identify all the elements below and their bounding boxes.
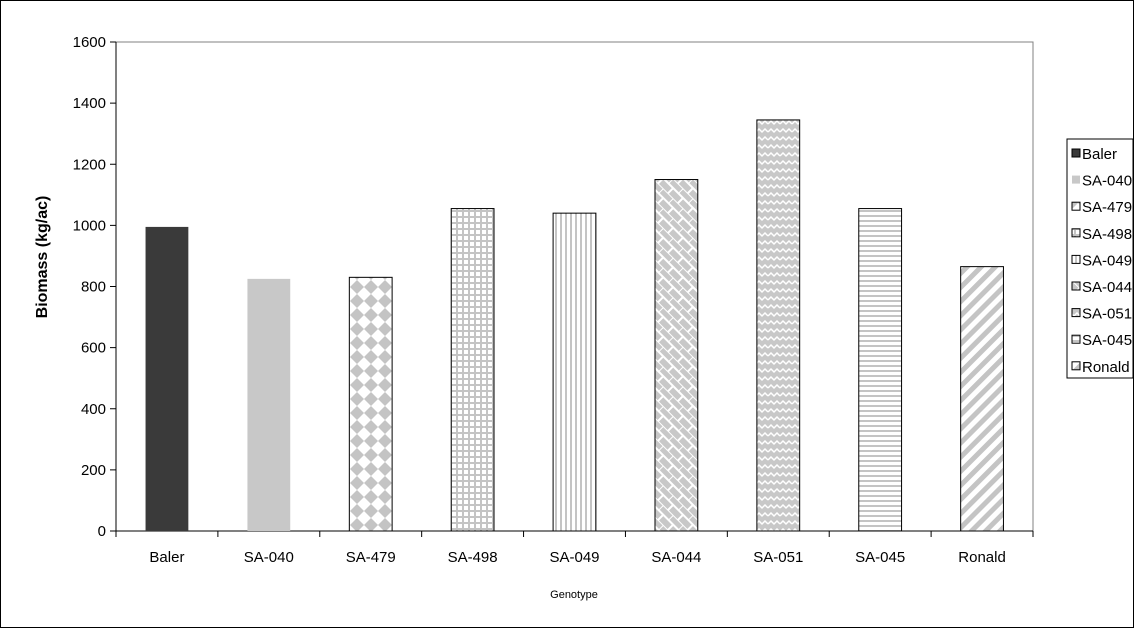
x-tick-label: SA-051 bbox=[753, 549, 803, 566]
y-tick-label: 1400 bbox=[73, 95, 106, 112]
x-tick-label: Baler bbox=[149, 549, 184, 566]
legend-entry: SA-044 bbox=[1082, 279, 1132, 296]
y-tick-label: 800 bbox=[81, 279, 106, 296]
legend-swatch bbox=[1071, 334, 1081, 344]
legend-swatch bbox=[1072, 175, 1080, 184]
legend-entry: SA-049 bbox=[1082, 252, 1132, 269]
x-tick-label: SA-045 bbox=[855, 549, 905, 566]
x-axis: Baler SA-040 SA-479 SA-498 SA-049 SA-044 SA-05… bbox=[115, 530, 1034, 566]
y-tick-label: 1200 bbox=[73, 156, 106, 173]
legend-entry: SA-498 bbox=[1082, 226, 1132, 243]
bar-sa-479 bbox=[348, 276, 393, 532]
x-tick-label: Ronald bbox=[958, 549, 1006, 566]
y-tick-label: 400 bbox=[81, 401, 106, 418]
y-tick-label: 600 bbox=[81, 340, 106, 357]
bar-sa-040 bbox=[247, 278, 291, 531]
legend-entry: Ronald bbox=[1082, 359, 1130, 376]
x-tick-label: SA-479 bbox=[346, 549, 396, 566]
legend-swatch bbox=[1071, 201, 1081, 211]
x-tick-label: SA-040 bbox=[244, 549, 294, 566]
legend-swatch bbox=[1071, 254, 1081, 264]
legend: Baler SA-040 SA-479 SA-498 SA-049 SA-044 SA-05… bbox=[1066, 138, 1134, 379]
x-tick-label: SA-498 bbox=[448, 549, 498, 566]
legend-entry: Baler bbox=[1082, 146, 1117, 163]
legend-entry: SA-040 bbox=[1082, 173, 1132, 190]
bar-sa-049 bbox=[552, 212, 597, 532]
legend-swatch bbox=[1071, 228, 1081, 238]
bar-sa-045 bbox=[858, 208, 903, 532]
legend-swatch bbox=[1071, 148, 1081, 158]
x-axis-label: Genotype bbox=[550, 589, 598, 601]
y-tick-label: 200 bbox=[81, 462, 106, 479]
y-axis: 0 200 400 600 800 1000 1200 1400 1600 bbox=[73, 34, 117, 540]
y-axis-label: Biomass (kg/ac) bbox=[34, 196, 51, 319]
legend-entry: SA-045 bbox=[1082, 332, 1132, 349]
bar-ronald bbox=[960, 266, 1004, 532]
legend-entry: SA-051 bbox=[1082, 306, 1132, 323]
legend-swatch bbox=[1071, 281, 1081, 291]
legend-swatch bbox=[1071, 361, 1081, 371]
bars bbox=[145, 119, 1004, 532]
bar-baler bbox=[145, 226, 189, 531]
bar-sa-044 bbox=[654, 179, 699, 532]
legend-swatch bbox=[1071, 308, 1081, 318]
x-tick-label: SA-044 bbox=[651, 549, 701, 566]
bar-sa-498 bbox=[450, 208, 495, 532]
y-tick-label: 0 bbox=[98, 523, 106, 540]
legend-entry: SA-479 bbox=[1082, 199, 1132, 216]
bar-sa-051 bbox=[756, 119, 801, 532]
y-tick-label: 1600 bbox=[73, 34, 106, 51]
y-tick-label: 1000 bbox=[73, 217, 106, 234]
x-tick-label: SA-049 bbox=[549, 549, 599, 566]
